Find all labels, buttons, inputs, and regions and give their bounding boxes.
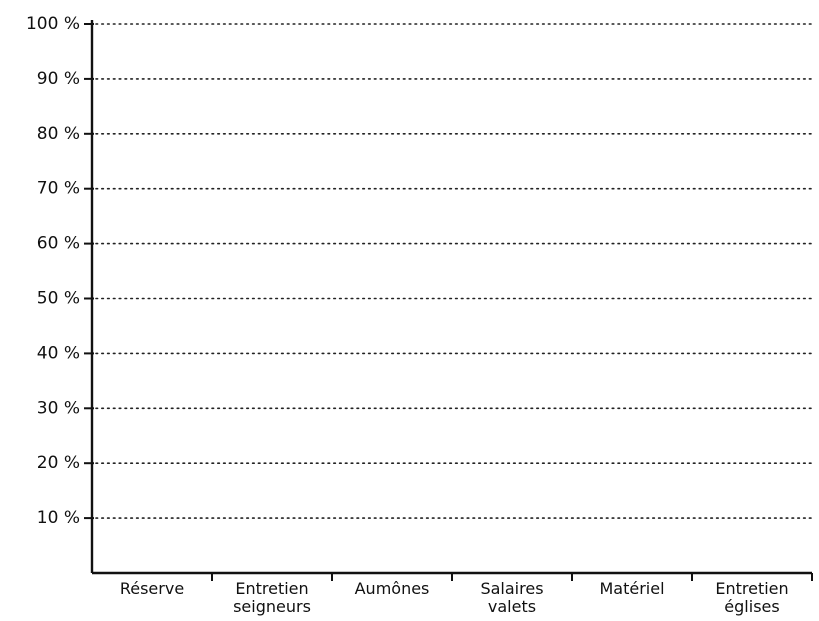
y-tick-label-50: 50 % <box>37 289 80 309</box>
x-tick-label-line: Entretien <box>235 579 308 598</box>
y-tick-label-90: 90 % <box>37 69 80 89</box>
y-tick-label-80: 80 % <box>37 124 80 144</box>
x-tick-label-line: Aumônes <box>355 579 430 598</box>
x-tick-label-2: Entretien seigneurs <box>233 579 311 616</box>
y-tick-label-20: 20 % <box>37 453 80 473</box>
y-tick-labels: 10 % 20 % 30 % 40 % 50 % 60 % 70 % 80 % 90 % 100 … <box>26 14 80 528</box>
x-tick-label-line: églises <box>724 597 779 616</box>
x-tick-label-1: Réserve <box>120 579 184 598</box>
x-tick-label-line: Entretien <box>715 579 788 598</box>
gridlines <box>95 23 813 519</box>
y-tick-label-70: 70 % <box>37 179 80 199</box>
y-tick-label-30: 30 % <box>37 398 80 418</box>
y-tick-label-10: 10 % <box>37 508 80 528</box>
x-tick-label-5: Matériel <box>599 579 664 598</box>
x-tick-label-line: Matériel <box>599 579 664 598</box>
x-tick-label-line: Réserve <box>120 579 184 598</box>
y-tick-label-100: 100 % <box>26 14 80 34</box>
x-tick-label-6: Entretien églises <box>715 579 788 616</box>
x-tick-label-line: valets <box>488 597 536 616</box>
axes <box>84 20 813 581</box>
y-tick-label-60: 60 % <box>37 234 80 254</box>
x-tick-label-3: Aumônes <box>355 579 430 598</box>
x-tick-label-line: seigneurs <box>233 597 311 616</box>
x-tick-label-4: Salaires valets <box>480 579 543 616</box>
y-tick-label-40: 40 % <box>37 343 80 363</box>
x-tick-label-line: Salaires <box>480 579 543 598</box>
